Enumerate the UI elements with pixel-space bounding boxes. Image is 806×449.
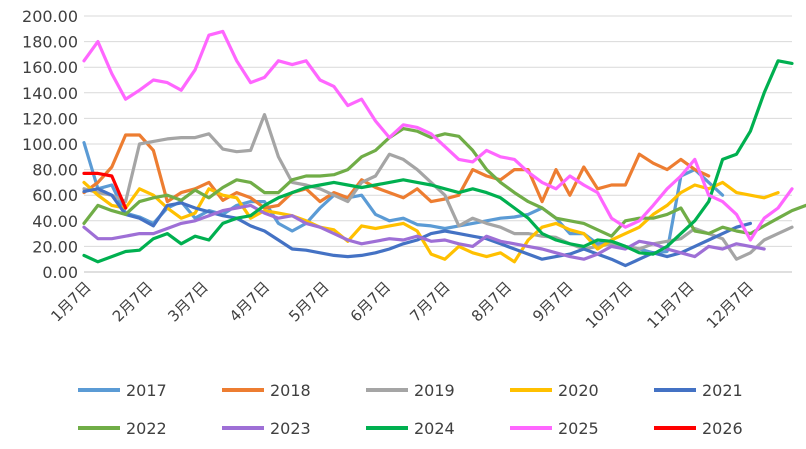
legend-label-2022: 2022 (126, 419, 167, 438)
x-tick-label: 6月7日 (347, 278, 394, 325)
y-tick-label: 120.00 (22, 109, 78, 128)
legend-label-2020: 2020 (558, 381, 599, 400)
y-axis-ticks: 0.00 20.00 40.00 60.00 80.00 100.00 120.00 140.… (22, 7, 78, 282)
legend-label-2023: 2023 (270, 419, 311, 438)
y-tick-label: 180.00 (22, 33, 78, 52)
x-tick-label: 11月7日 (643, 278, 697, 332)
y-tick-label: 80.00 (32, 161, 78, 180)
legend-label-2024: 2024 (414, 419, 455, 438)
series-line-2026 (82, 171, 128, 210)
legend: 2017 2018 2019 2020 2021 2022 2023 2024 2025 2026 (78, 381, 743, 438)
legend-label-2017: 2017 (126, 381, 167, 400)
y-tick-label: 200.00 (22, 7, 78, 26)
x-tick-label: 2月7日 (109, 278, 156, 325)
series-line-2024 (82, 59, 794, 264)
series-line-2020 (82, 180, 780, 264)
gridlines (84, 15, 792, 273)
x-tick-label: 9月7日 (529, 278, 576, 325)
x-tick-label: 5月7日 (285, 278, 332, 325)
x-tick-label: 3月7日 (164, 278, 211, 325)
series-line-2022 (82, 127, 806, 238)
legend-label-2025: 2025 (558, 419, 599, 438)
x-tick-label: 4月7日 (226, 278, 273, 325)
y-tick-label: 160.00 (22, 58, 78, 77)
x-axis-ticks: 1月7日 2月7日 3月7日 4月7日 5月7日 6月7日 7月7日 8月7日 9月7日 10月7… (47, 278, 757, 332)
legend-label-2019: 2019 (414, 381, 455, 400)
y-tick-label: 40.00 (32, 212, 78, 231)
x-tick-label: 1月7日 (47, 278, 94, 325)
y-tick-label: 20.00 (32, 237, 78, 256)
legend-label-2018: 2018 (270, 381, 311, 400)
x-tick-label: 7月7日 (406, 278, 453, 325)
y-tick-label: 140.00 (22, 84, 78, 103)
series-line-2025 (82, 29, 794, 242)
y-tick-label: 100.00 (22, 135, 78, 154)
x-tick-label: 12月7日 (703, 278, 757, 332)
series-lines (82, 29, 806, 268)
x-tick-label: 10月7日 (582, 278, 636, 332)
y-tick-label: 60.00 (32, 186, 78, 205)
series-line-2018 (82, 133, 711, 210)
legend-label-2026: 2026 (702, 419, 743, 438)
legend-label-2021: 2021 (702, 381, 743, 400)
series-line-2021 (82, 187, 753, 268)
y-tick-label: 0.00 (42, 263, 78, 282)
x-tick-label: 8月7日 (468, 278, 515, 325)
series-line-2023 (82, 203, 766, 261)
